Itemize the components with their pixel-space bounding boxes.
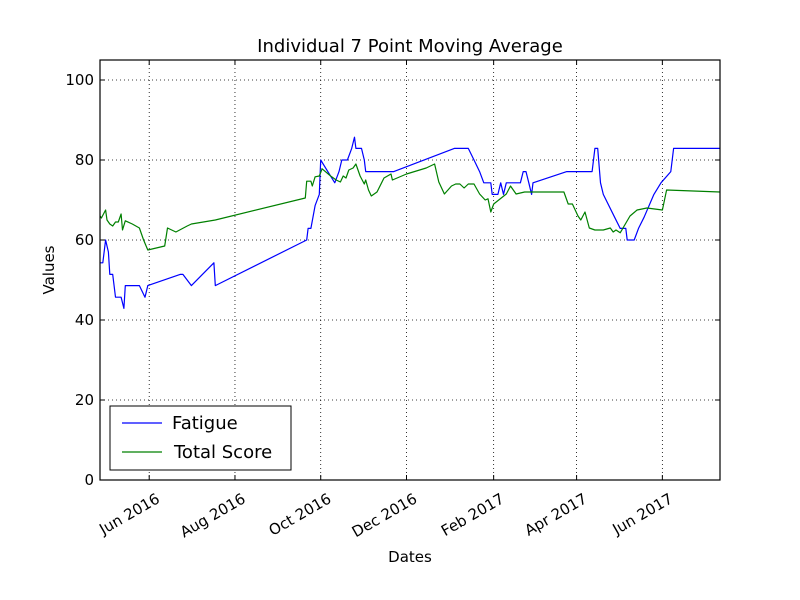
legend-box: [109, 405, 292, 471]
y-axis-ticks: 0 20 40 60 80 100: [65, 71, 720, 489]
series-line-total-score: [99, 163, 721, 251]
y-tick-label: 20: [75, 391, 94, 409]
y-axis-label: Values: [40, 245, 58, 294]
y-tick-label: 40: [75, 311, 94, 329]
series-layer: [99, 136, 721, 309]
series-line-fatigue: [100, 136, 720, 309]
x-axis-label: Dates: [388, 548, 432, 566]
y-tick-label: 60: [75, 231, 94, 249]
legend: Fatigue Total Score: [109, 405, 292, 471]
legend-label-fatigue: Fatigue: [172, 413, 238, 434]
plot-frame: [99, 59, 721, 481]
y-tick-label: 0: [84, 471, 94, 489]
chart-title: Individual 7 Point Moving Average: [257, 36, 563, 57]
y-tick-label: 80: [75, 151, 94, 169]
y-tick-label: 100: [65, 71, 94, 89]
legend-label-total-score: Total Score: [173, 442, 272, 463]
